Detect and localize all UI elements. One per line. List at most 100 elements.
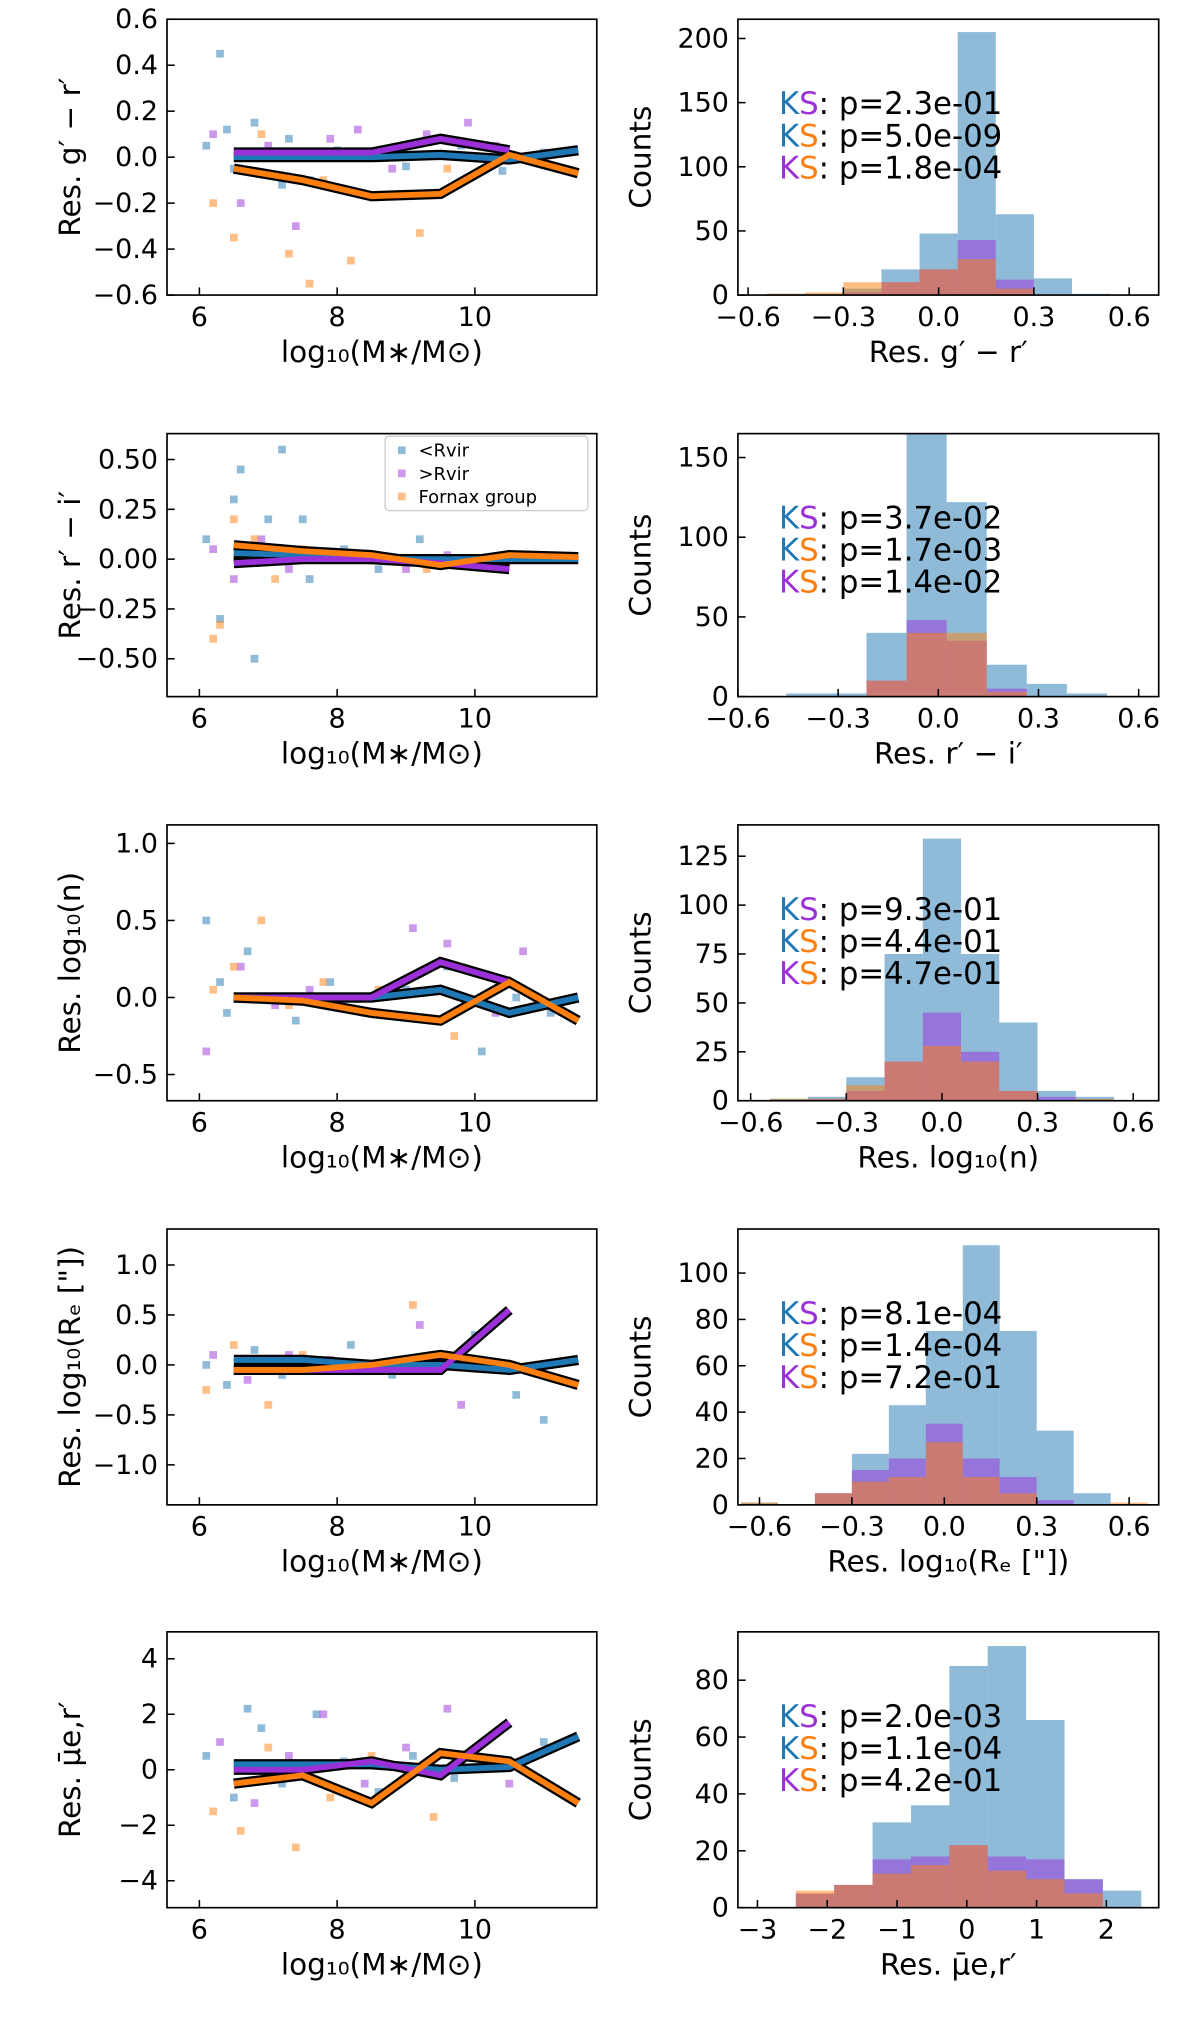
ks-k: K <box>779 86 800 122</box>
point <box>539 1416 548 1424</box>
y-tick-label: −0.50 <box>75 644 158 675</box>
point <box>512 1391 521 1399</box>
point <box>291 1016 300 1025</box>
x-tick-label: 0.0 <box>917 703 960 734</box>
scatter-panel: 6 8 10 −4 −2 0 2 4 log₁₀(M∗/M⊙) Res. μ̄e,r′ <box>53 1631 598 1981</box>
ks-text: : p=5.0e-09 <box>819 118 1003 154</box>
point <box>409 1752 417 1760</box>
hist-bar <box>834 1884 873 1908</box>
ks-s: S <box>799 956 819 992</box>
x-tick-label: −1 <box>877 1914 917 1945</box>
ks-text: : p=2.0e-03 <box>819 1699 1003 1735</box>
x-tick-label: 8 <box>329 703 346 734</box>
hist-bar <box>1036 1500 1074 1505</box>
x-tick-label: 8 <box>329 1108 346 1139</box>
point <box>347 256 355 265</box>
y-tick-label: 0.25 <box>98 494 158 525</box>
y-tick-label: 0.4 <box>115 50 158 81</box>
point <box>402 1743 410 1752</box>
point <box>209 634 218 643</box>
point <box>216 615 224 623</box>
ks-text: : p=1.4e-02 <box>819 565 1003 601</box>
x-tick-label: 10 <box>458 1108 492 1139</box>
x-tick-label: 8 <box>329 1914 346 1945</box>
median-line <box>233 151 579 200</box>
point <box>209 130 218 139</box>
ks-s: S <box>799 150 819 186</box>
point <box>319 978 328 986</box>
point <box>450 1032 459 1040</box>
x-tick-label: 0.6 <box>1108 302 1151 333</box>
point <box>305 279 314 288</box>
point <box>498 167 507 175</box>
x-axis-label: log₁₀(M∗/M⊙) <box>281 1140 483 1174</box>
axes-frame <box>737 824 1160 1102</box>
ks-text: : p=7.2e-01 <box>819 1360 1003 1396</box>
point <box>209 545 218 554</box>
point <box>505 1779 514 1788</box>
point <box>415 229 424 237</box>
point <box>202 1047 211 1056</box>
ks-text: : p=8.1e-04 <box>819 1296 1003 1332</box>
hist-bar <box>843 282 882 296</box>
ks-s: S <box>799 1763 819 1799</box>
x-tick-label: 2 <box>1098 1914 1115 1945</box>
x-tick-label: −0.6 <box>718 1108 783 1139</box>
point <box>326 134 335 143</box>
point <box>271 1001 280 1010</box>
x-tick-label: −0.3 <box>819 1512 884 1543</box>
point <box>285 249 293 258</box>
hist-bar <box>1073 1493 1111 1505</box>
point <box>229 1793 238 1802</box>
y-tick-label: 80 <box>695 1304 729 1335</box>
x-tick-label: 0.0 <box>923 1512 966 1543</box>
plot-area <box>202 916 581 1056</box>
plot-area <box>202 1301 580 1424</box>
x-tick-label: 6 <box>191 1914 208 1945</box>
y-axis-label: Counts <box>624 911 658 1014</box>
y-tick-label: 40 <box>695 1397 729 1428</box>
y-tick-label: 0.00 <box>98 544 158 575</box>
point <box>223 125 231 134</box>
x-tick-label: 0.3 <box>1015 1512 1058 1543</box>
ks-text: : p=9.3e-01 <box>819 892 1003 928</box>
hist-bar <box>962 1477 1000 1505</box>
x-tick-label: −2 <box>807 1914 847 1945</box>
x-axis-label: log₁₀(M∗/M⊙) <box>281 335 483 369</box>
ks-text: : p=1.1e-04 <box>819 1731 1003 1767</box>
x-tick-label: 10 <box>458 703 492 734</box>
point <box>409 924 417 932</box>
ks-k: K <box>779 1360 800 1396</box>
point <box>326 978 335 986</box>
point <box>229 233 238 242</box>
y-tick-label: 100 <box>678 1258 729 1289</box>
x-tick-label: −0.6 <box>705 703 770 734</box>
point <box>243 1376 252 1384</box>
y-tick-label: 0.5 <box>115 905 158 936</box>
plot-area <box>202 445 579 663</box>
ks-s: S <box>799 533 819 569</box>
ks-text: : p=1.7e-03 <box>819 533 1003 569</box>
point <box>450 1774 459 1782</box>
point <box>443 1704 452 1713</box>
ks-k: K <box>779 1328 800 1364</box>
point <box>202 916 211 925</box>
y-tick-label: 60 <box>695 1722 729 1753</box>
ks-k: K <box>779 565 800 601</box>
y-tick-label: 100 <box>678 890 729 921</box>
point <box>291 222 300 230</box>
point <box>285 1752 293 1760</box>
x-tick-label: −0.6 <box>715 302 780 333</box>
plot-area <box>769 838 1115 1101</box>
y-axis-label: Res. log₁₀(Rₑ ["]) <box>53 1246 87 1488</box>
point <box>305 575 314 583</box>
ks-k: K <box>779 150 800 186</box>
hist-bar <box>872 1873 911 1908</box>
plot-area <box>202 1704 581 1852</box>
point <box>229 1341 238 1349</box>
y-tick-label: −0.25 <box>75 594 158 625</box>
point <box>264 1401 273 1409</box>
y-axis-label: Res. r′ − i′ <box>53 491 87 640</box>
axes-frame <box>737 1228 1160 1506</box>
point <box>278 180 286 189</box>
